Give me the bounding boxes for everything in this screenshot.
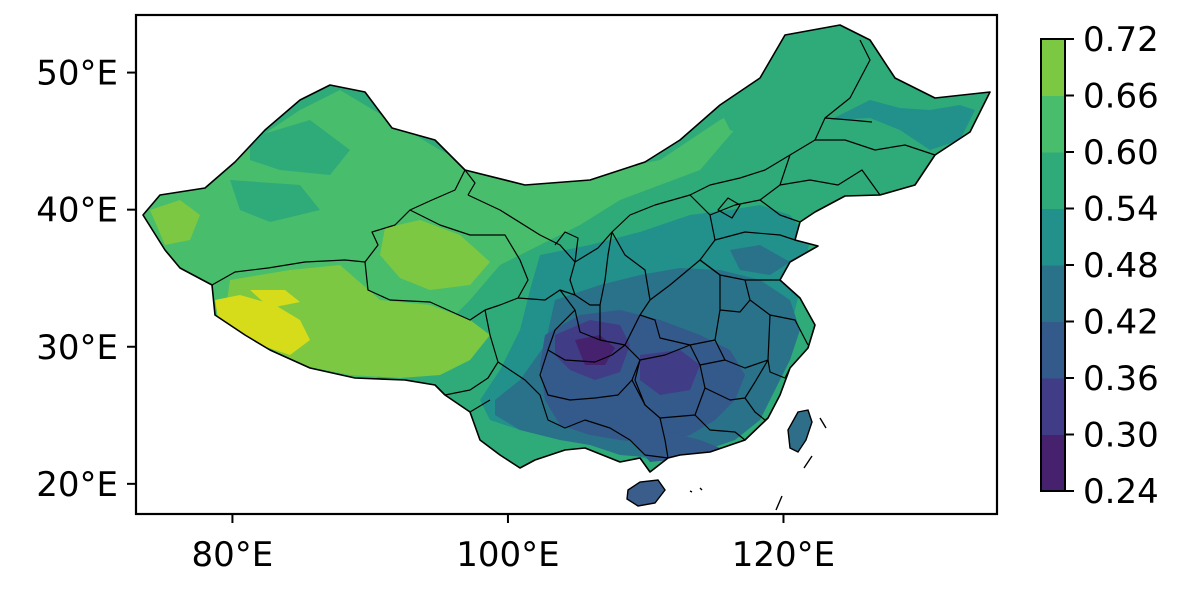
value-band-18 <box>640 350 700 395</box>
colorbar-band-0 <box>1041 434 1065 492</box>
boundary-shaanxi-shanxi <box>599 231 613 306</box>
value-band-2 <box>250 120 350 175</box>
boundary-fujian <box>744 397 769 421</box>
x-tick-label: 80°E <box>192 535 274 575</box>
colorbar-band-7 <box>1041 39 1065 96</box>
colorbar-tick-label: 0.66 <box>1083 77 1159 117</box>
y-axis: 20°E 30°E 40°E 50°E <box>36 54 136 505</box>
boundary-hubei <box>599 305 691 361</box>
boundary-sichuan-yunnan <box>497 361 586 429</box>
boundary-heilongjiang-west <box>824 117 873 123</box>
colorbar-tick-label: 0.24 <box>1083 472 1159 512</box>
boundary-zhejiang <box>767 359 791 379</box>
colorbar-tick-label: 0.30 <box>1083 416 1159 456</box>
boundary-yunnan-south <box>469 399 491 413</box>
value-band-6 <box>150 200 200 245</box>
boundary-tibet-qinghai <box>364 261 486 321</box>
value-band-14 <box>730 245 790 275</box>
boundary-guizhou <box>539 349 641 401</box>
boundary-mongolia-south <box>574 39 871 263</box>
colorbar-band-4 <box>1041 208 1065 266</box>
boundary-tibet-sichuan <box>444 309 499 396</box>
taiwan-island <box>787 409 813 453</box>
colorbar-band-1 <box>1041 378 1065 435</box>
colorbar-band-3 <box>1041 265 1065 322</box>
boundary-xinjiang-qinghai <box>364 169 466 263</box>
boundary-gansu-shaanxi <box>569 261 600 306</box>
country-outline <box>142 24 991 473</box>
colorbar-band-2 <box>1041 321 1065 379</box>
colorbar: 0.24 0.30 0.36 0.42 0.48 0.54 0.60 0.66 0.72 <box>1040 20 1159 512</box>
colorbar-band-5 <box>1041 152 1065 209</box>
y-tick-label: 30°E <box>36 328 118 368</box>
colorbar-tick-label: 0.36 <box>1083 359 1159 399</box>
boundary-liaoning <box>759 199 801 223</box>
colorbar-tick-label: 0.48 <box>1083 246 1159 286</box>
boundary-qinghai-gansu <box>409 209 529 311</box>
boundary-gansu-mongolia <box>467 194 576 263</box>
boundary-shanxi-hebei <box>611 231 651 316</box>
x-tick-label: 120°E <box>732 535 835 575</box>
colorbar-tick-label: 0.54 <box>1083 190 1159 230</box>
boundary-guangdong <box>659 414 746 459</box>
boundary-ningxia <box>554 231 579 263</box>
y-tick-label: 20°E <box>36 465 118 505</box>
boundary-henan <box>639 259 721 346</box>
boundary-beijing <box>717 197 741 219</box>
map-frame <box>134 13 999 516</box>
y-tick-label: 40°E <box>36 191 118 231</box>
boundary-gansu-sichuan <box>517 289 576 301</box>
boundary-liaoning-jilin <box>779 169 881 196</box>
boundary-guangxi <box>584 379 669 459</box>
boundary-hebei-shandong <box>649 194 716 301</box>
colorbar-tick-label: 0.60 <box>1083 133 1159 173</box>
value-band-3 <box>230 180 320 222</box>
boundary-jilin-heilongjiang <box>815 139 936 156</box>
boundary-anhui <box>714 299 771 369</box>
boundary-xinjiang-tibet <box>211 259 366 286</box>
hainan-island <box>626 479 666 507</box>
value-band-10 <box>720 25 880 140</box>
colorbar-band-6 <box>1041 95 1065 153</box>
x-axis: 80°E 100°E 120°E <box>192 514 835 575</box>
colorbar-tick-label: 0.72 <box>1083 20 1159 60</box>
x-tick-label: 100°E <box>456 535 559 575</box>
value-band-7 <box>215 295 310 355</box>
value-band-5 <box>380 220 490 290</box>
boundary-chongqing <box>547 289 626 363</box>
boundary-xinjiang-gansu <box>464 169 476 196</box>
province-boundaries <box>211 39 936 459</box>
colorbar-tick-label: 0.42 <box>1083 303 1159 343</box>
boundary-hunan <box>634 344 706 419</box>
y-tick-label: 50°E <box>36 54 118 94</box>
value-band-8 <box>250 290 300 308</box>
value-band-12 <box>830 100 975 150</box>
value-field <box>143 25 990 472</box>
island-dashes <box>689 417 827 511</box>
